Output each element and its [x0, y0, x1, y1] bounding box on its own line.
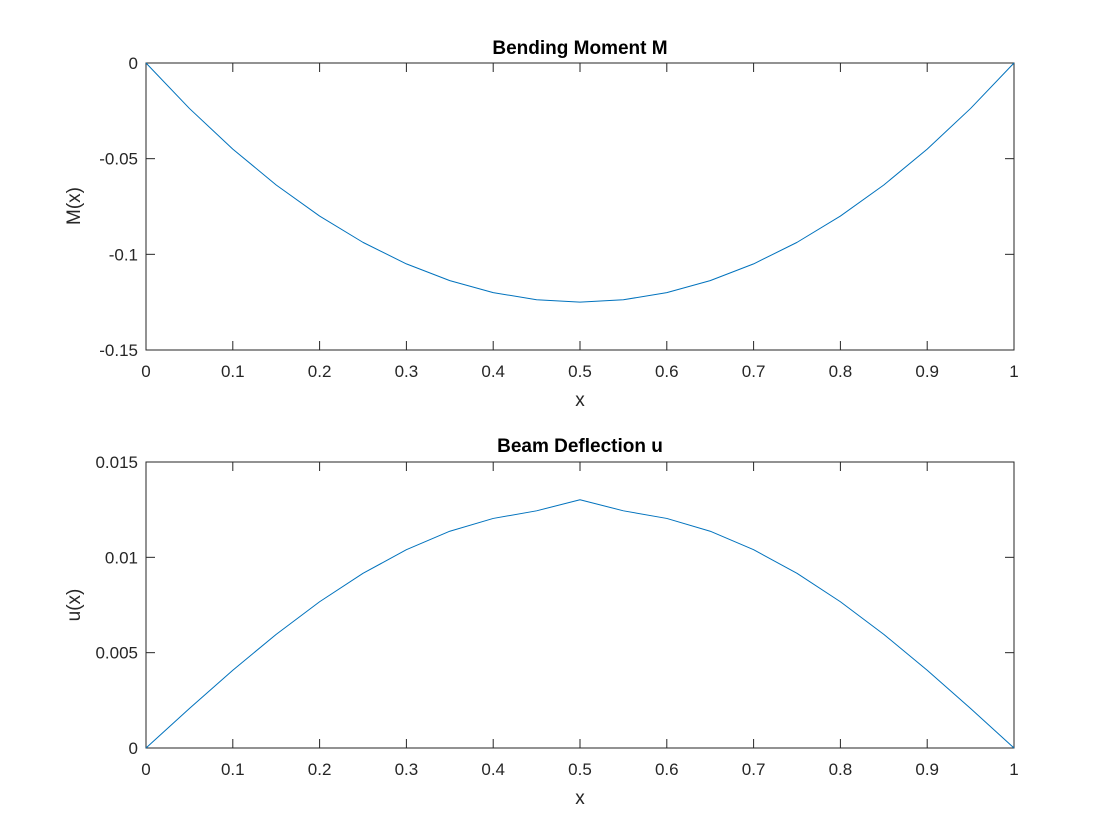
bending-moment-xtick-label: 0.4	[481, 362, 505, 381]
beam-deflection-ylabel: u(x)	[64, 589, 85, 622]
beam-deflection-axes-box	[145, 461, 1015, 749]
beam-deflection-series-line	[145, 499, 1015, 749]
bending-moment-ytick-label: 0	[129, 54, 138, 73]
beam-deflection-xtick-label: 0.6	[655, 760, 679, 779]
bending-moment-series	[145, 62, 1015, 303]
bending-moment-xtick-label: 0.7	[742, 362, 766, 381]
bending-moment-xtick-label: 1	[1009, 362, 1018, 381]
bending-moment-ticks: 0 0.1 0.2 0.3 0.4 0.5 0.6 0.7 0.8 0.9 1 -0.15 -0.1 -0…	[99, 54, 1018, 381]
beam-deflection-ticks: 0 0.1 0.2 0.3 0.4 0.5 0.6 0.7 0.8 0.9 1 0 0.005 0.01 0…	[95, 453, 1018, 779]
beam-deflection-xtick-label: 1	[1009, 760, 1018, 779]
bending-moment-xlabel: x	[575, 390, 585, 411]
bending-moment-series-line	[145, 62, 1015, 303]
bending-moment-xtick-label: 0.2	[308, 362, 332, 381]
bending-moment-xtick-label: 0.9	[915, 362, 939, 381]
beam-deflection-xtick-label: 0	[141, 760, 150, 779]
beam-deflection-xtick-label: 0.3	[395, 760, 419, 779]
beam-deflection-title: Beam Deflection u	[497, 436, 663, 457]
beam-deflection-plot: 0 0.1 0.2 0.3 0.4 0.5 0.6 0.7 0.8 0.9 1 0 0.005 0.01 0…	[64, 436, 1019, 809]
beam-deflection-xtick-label: 0.2	[308, 760, 332, 779]
bending-moment-xtick-label: 0.1	[221, 362, 245, 381]
beam-deflection-xtick-label: 0.4	[481, 760, 505, 779]
beam-deflection-xtick-label: 0.7	[742, 760, 766, 779]
bending-moment-xtick-label: 0.3	[395, 362, 419, 381]
beam-deflection-xtick-label: 0.5	[568, 760, 592, 779]
bending-moment-xtick-label: 0.8	[829, 362, 853, 381]
bending-moment-xtick-label: 0.6	[655, 362, 679, 381]
bending-moment-axes-box	[145, 62, 1015, 351]
beam-deflection-ytick-label: 0.015	[95, 453, 138, 472]
beam-deflection-xtick-label: 0.9	[915, 760, 939, 779]
bending-moment-ytick-label: -0.05	[99, 150, 138, 169]
beam-deflection-ytick-label: 0	[129, 739, 138, 758]
bending-moment-plot: 0 0.1 0.2 0.3 0.4 0.5 0.6 0.7 0.8 0.9 1 -0.15 -0.1 -0…	[64, 38, 1019, 411]
bending-moment-title: Bending Moment M	[492, 38, 667, 59]
bending-moment-ytick-label: -0.1	[109, 245, 138, 264]
beam-deflection-xtick-label: 0.1	[221, 760, 245, 779]
beam-deflection-ytick-label: 0.005	[95, 644, 138, 663]
beam-deflection-xtick-label: 0.8	[829, 760, 853, 779]
bending-moment-ylabel: M(x)	[64, 187, 85, 225]
beam-deflection-xlabel: x	[575, 788, 585, 809]
bending-moment-xtick-label: 0	[141, 362, 150, 381]
beam-deflection-ytick-label: 0.01	[105, 548, 138, 567]
bending-moment-ytick-label: -0.15	[99, 341, 138, 360]
bending-moment-xtick-label: 0.5	[568, 362, 592, 381]
beam-deflection-series	[145, 499, 1015, 749]
